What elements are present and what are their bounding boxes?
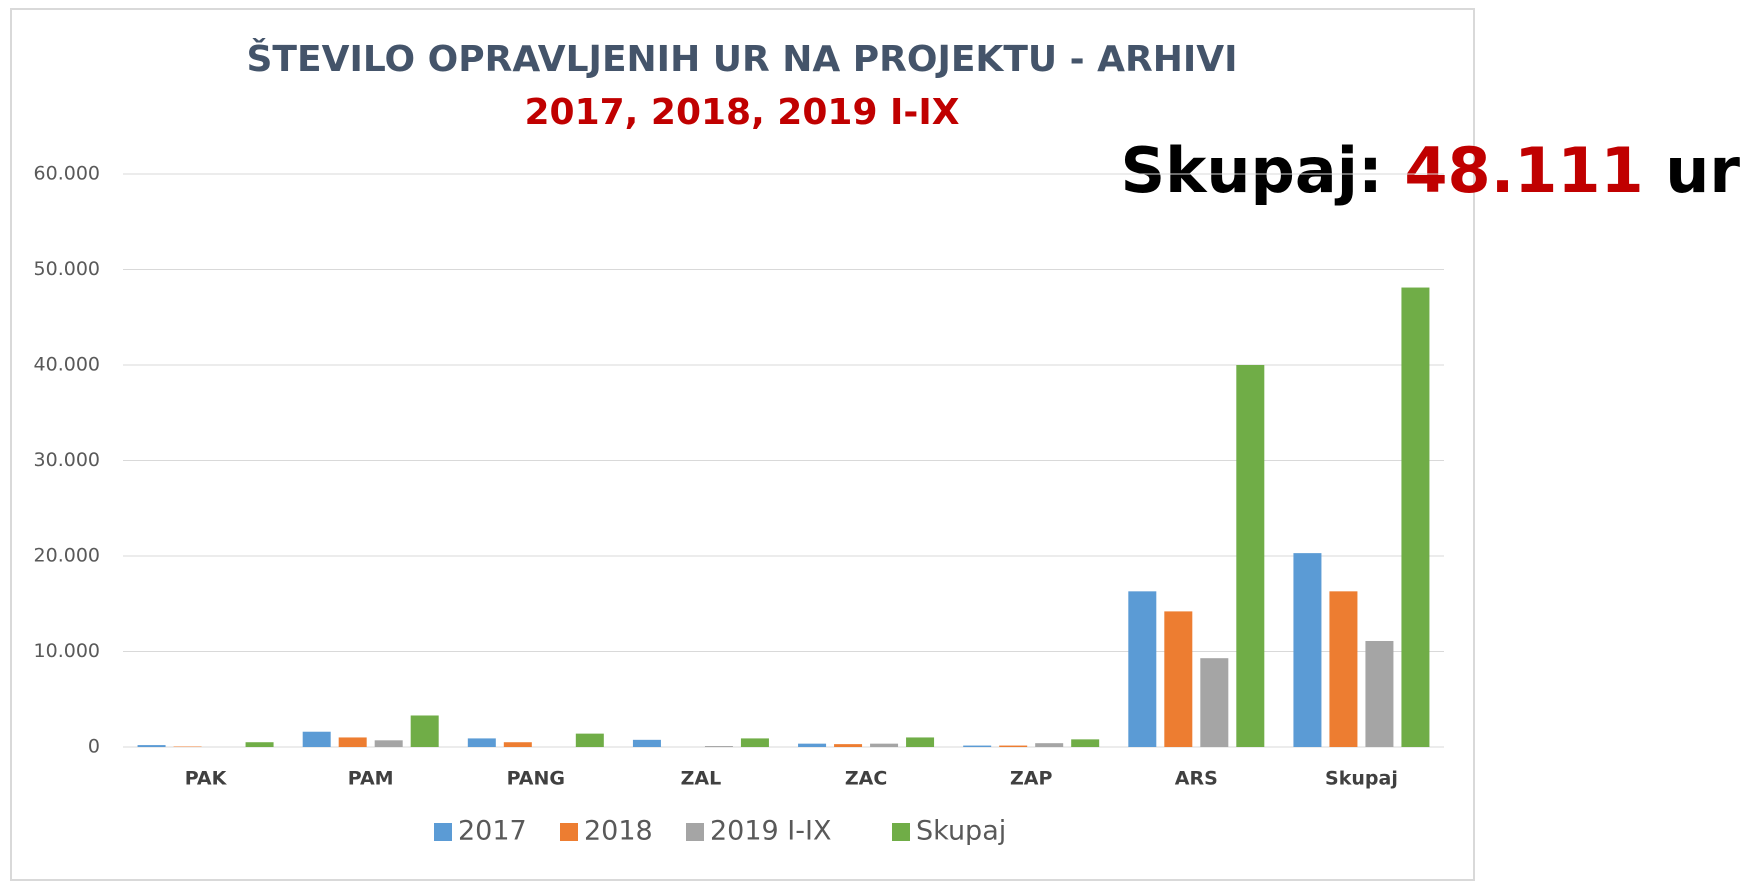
bar — [410, 715, 439, 747]
bar — [740, 738, 769, 747]
bar — [1071, 739, 1100, 747]
bar — [302, 731, 331, 747]
bar — [963, 745, 992, 747]
legend-swatch — [892, 823, 910, 841]
chart-subtitle: 2017, 2018, 2019 I-IX — [524, 92, 959, 133]
bar — [834, 744, 863, 747]
bar — [245, 742, 274, 747]
bar — [1236, 365, 1265, 747]
y-tick-label: 30.000 — [34, 449, 100, 471]
bar — [1329, 591, 1358, 747]
bar — [1200, 658, 1229, 747]
legend-swatch — [686, 823, 704, 841]
bar — [798, 743, 827, 747]
y-tick-label: 10.000 — [34, 640, 100, 662]
bar — [1293, 553, 1322, 747]
annotation: Skupaj: 48.111 ur — [1121, 134, 1741, 207]
bar — [704, 746, 733, 747]
bar — [1365, 640, 1394, 747]
y-tick-label: 40.000 — [34, 354, 100, 376]
annotation-unit: ur — [1665, 134, 1740, 207]
bar — [906, 737, 935, 747]
bar — [575, 733, 604, 747]
bar — [632, 739, 661, 747]
legend-label: 2018 — [584, 816, 653, 847]
legend-swatch — [434, 823, 452, 841]
chart-frame — [10, 8, 1475, 881]
bar — [870, 743, 899, 747]
bar — [999, 745, 1028, 747]
x-tick-label: PAM — [348, 768, 394, 790]
bar — [1164, 611, 1193, 747]
bar — [467, 738, 496, 747]
x-tick-label: ZAL — [681, 768, 722, 790]
x-tick-label: PAK — [185, 768, 228, 790]
x-tick-label: ZAC — [845, 768, 887, 790]
bar — [1401, 287, 1430, 747]
y-tick-label: 50.000 — [34, 258, 100, 280]
chart-title: ŠTEVILO OPRAVLJENIH UR NA PROJEKTU - ARH… — [247, 38, 1238, 80]
bar — [1035, 743, 1064, 747]
legend-label: Skupaj — [916, 816, 1006, 847]
x-tick-label: ARS — [1175, 768, 1218, 790]
y-tick-label: 60.000 — [34, 163, 100, 185]
bar — [503, 742, 532, 747]
bar — [338, 737, 367, 747]
y-tick-label: 0 — [88, 736, 100, 758]
x-tick-label: PANG — [507, 768, 565, 790]
legend-label: 2019 I-IX — [710, 816, 831, 847]
bar — [374, 740, 403, 747]
x-tick-label: Skupaj — [1325, 768, 1398, 790]
x-tick-label: ZAP — [1010, 768, 1052, 790]
bar — [137, 745, 166, 747]
y-tick-label: 20.000 — [34, 545, 100, 567]
annotation-label: Skupaj: — [1121, 134, 1383, 207]
annotation-value: 48.111 — [1404, 134, 1643, 207]
bar — [1128, 591, 1157, 747]
legend-swatch — [560, 823, 578, 841]
legend-label: 2017 — [458, 816, 527, 847]
